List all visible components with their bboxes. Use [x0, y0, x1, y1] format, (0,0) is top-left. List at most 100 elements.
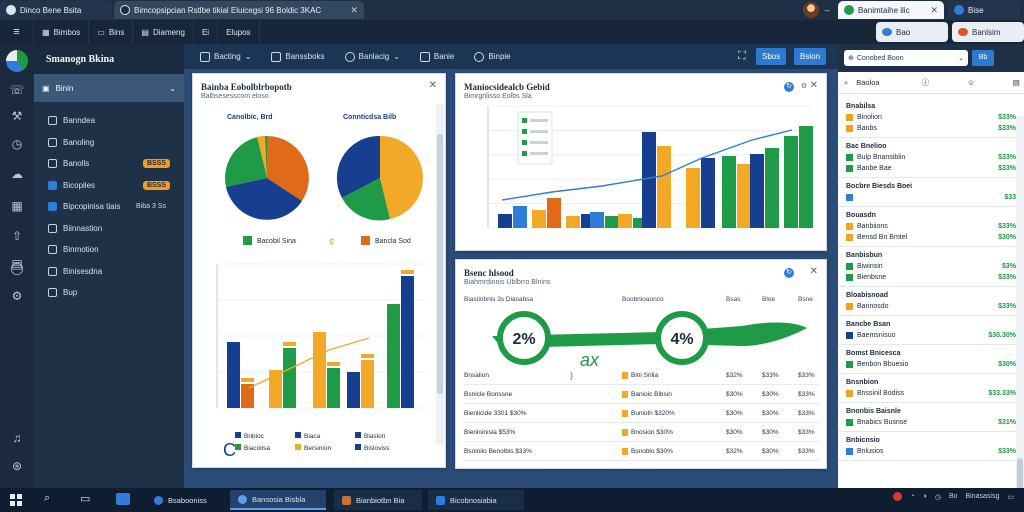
list-item[interactable]: Binolion $33%	[838, 112, 1024, 123]
secondary-button[interactable]: Bsion	[794, 48, 827, 65]
search-input[interactable]: ⊕ Conobed Boon ⌄	[844, 50, 968, 66]
close-tab-icon[interactable]: ✕	[350, 4, 358, 15]
clock-icon[interactable]: ◷	[11, 137, 23, 151]
list-item[interactable]: Bienbsne $33%	[838, 272, 1024, 283]
menu-item-bins[interactable]: ▭ Bins	[89, 20, 134, 44]
search-pill[interactable]: Bao	[876, 22, 948, 42]
taskbar-item-active[interactable]: Bansosia Bisbla	[230, 490, 326, 510]
sidebar-item[interactable]: Bicopiles BSSS	[34, 175, 184, 197]
right-group[interactable]: Bouasdn Banbiions $33% Bensd Bn Bmtel $30%	[838, 207, 1024, 247]
settings-icon[interactable]: ⚙	[11, 289, 23, 303]
arrow-icon[interactable]: ⇧	[11, 229, 23, 243]
browser-tab-active[interactable]: Bimcopsipcian Rstlbe tikial Eluicegsi 96…	[114, 1, 364, 19]
chart-icon[interactable]: ▤	[1012, 78, 1020, 87]
list-item[interactable]: $33	[838, 192, 1024, 203]
toolbar-item-banssboks[interactable]: Banssboks	[263, 47, 332, 67]
right-group[interactable]: Bancbe Bsan Baemsnisuo $30.30%	[838, 316, 1024, 345]
table-row[interactable]: Bienloinisia $53% Bnosion $30% $30% $30% $33…	[464, 423, 820, 442]
close-tab-icon[interactable]: ✕	[930, 4, 938, 15]
sidebar-item[interactable]: Bipcopinisa tiais Biba 3 Ss	[34, 196, 184, 218]
sidebar-item[interactable]: Biinnastion	[34, 218, 184, 240]
list-item[interactable]: Bnlusios $33%	[838, 446, 1024, 457]
right-group[interactable]: Banbisbun Biwinsin $3% Bienbsne $33%	[838, 247, 1024, 287]
profile-avatar[interactable]	[803, 2, 819, 18]
store-icon[interactable]	[116, 493, 130, 505]
bell-icon[interactable]: ♫	[12, 431, 22, 445]
right-group[interactable]: Bac Bnelioo Bulp Bnansiblin $33% Banbe Bae $…	[838, 138, 1024, 178]
tools-icon[interactable]: ⚒	[11, 109, 23, 123]
list-item[interactable]: Benbon Bbuesio $30%	[838, 359, 1024, 370]
app-pill[interactable]: Banlsim	[952, 22, 1024, 42]
sidebar-item[interactable]: Binisesdna	[34, 261, 184, 283]
grid-view-icon[interactable]: ⛶	[738, 50, 746, 62]
right-group[interactable]: Bnonbis Baisnle Bnabics Busnse $31%	[838, 403, 1024, 432]
document-icon[interactable]: ▤	[11, 257, 23, 271]
list-item[interactable]: Banbiions $33%	[838, 221, 1024, 232]
menu-item-ei[interactable]: Ei	[194, 20, 219, 44]
list-item[interactable]: Bannosdo $33%	[838, 301, 1024, 312]
alert-icon[interactable]	[893, 492, 903, 501]
sidebar-item[interactable]: Bup	[34, 282, 184, 304]
table-row[interactable]: Bsoinilo Benolbis $33% Bsnoblo $30% $32% $3…	[464, 442, 820, 461]
list-item[interactable]: Bensd Bn Bmtel $30%	[838, 232, 1024, 243]
list-item[interactable]: Biwinsin $3%	[838, 261, 1024, 272]
sidebar-item[interactable]: Banoling	[34, 132, 184, 154]
toolbar-item-banie[interactable]: Banie	[412, 47, 462, 67]
cloud-icon[interactable]: ☁	[11, 167, 23, 181]
right-group[interactable]: Bloabisnoad Bannosdo $33%	[838, 287, 1024, 316]
search-icon[interactable]: ⌕	[44, 492, 51, 504]
clock-icon[interactable]: ◷	[934, 493, 941, 501]
toolbar-item-banlacig[interactable]: Banlacig ⌄	[337, 47, 408, 67]
refresh-icon[interactable]: ↻	[784, 82, 794, 92]
taskbar-item[interactable]: Bianbiotbn Bia	[334, 490, 422, 510]
toggle-button[interactable]: Bb	[972, 50, 994, 66]
volume-icon[interactable]: ◑	[922, 493, 927, 500]
user-icon[interactable]: ☺	[967, 78, 975, 87]
toolbar-item-bacting[interactable]: Bacting ⌄	[192, 47, 259, 67]
info-icon[interactable]: ⓘ	[921, 78, 930, 87]
list-item[interactable]: Bnssinil Bodiss $33.33%	[838, 388, 1024, 399]
notification-icon[interactable]: ▭	[1007, 493, 1014, 501]
right-group[interactable]: Bnbicnsio Bnlusios $33%	[838, 432, 1024, 461]
toolbar-item-binpie[interactable]: Binpie	[466, 47, 518, 67]
help-circle-icon[interactable]: ⊛	[11, 459, 23, 473]
scrollbar[interactable]	[1016, 116, 1024, 512]
right-group[interactable]: Bnabilsa Binolion $33% Banbs $33%	[838, 98, 1024, 138]
logo-icon[interactable]	[6, 50, 28, 72]
taskbar-item[interactable]: Bsabooniss	[146, 490, 215, 510]
list-item[interactable]: Bulp Bnansiblin $33%	[838, 152, 1024, 163]
table-row[interactable]: Bnsalion Bini Srilia $32% $33% $33%	[464, 366, 820, 385]
right-group[interactable]: Bnsnbion Bnssinil Bodiss $33.33%	[838, 374, 1024, 403]
list-item[interactable]: Bnabics Busnse $31%	[838, 417, 1024, 428]
folder-icon[interactable]: ▭	[80, 493, 91, 505]
sidebar-item[interactable]: Banndea	[34, 110, 184, 132]
sidebar-item[interactable]: Binmotion	[34, 239, 184, 261]
list-item[interactable]: Baemsnisuo $30.30%	[838, 330, 1024, 341]
search-icon[interactable]: ⌕	[844, 77, 849, 87]
menu-item-diameng[interactable]: ▤ Diameng	[133, 20, 194, 44]
table-row[interactable]: Bsnicle Bonssne Banioic Bibsin $30% $30% $33…	[464, 385, 820, 404]
browser-tab-app[interactable]: Dinco Bene Bsita	[0, 1, 112, 19]
list-item[interactable]: Banbs $33%	[838, 123, 1024, 134]
close-icon[interactable]: ✕	[809, 266, 818, 277]
network-icon[interactable]: ◔	[910, 493, 915, 500]
list-item[interactable]: Banbe Bae $33%	[838, 163, 1024, 174]
circle-icon[interactable]: ◯	[10, 261, 24, 275]
scrollbar[interactable]	[436, 104, 444, 444]
phone-icon[interactable]: ☏	[9, 83, 25, 97]
taskbar-item[interactable]: Bicobnosiabia	[428, 490, 524, 510]
calendar-icon[interactable]: ▦	[11, 199, 23, 213]
hamburger-icon[interactable]: ≡	[0, 20, 34, 44]
minimize-icon[interactable]: –	[824, 5, 830, 15]
sidebar-section-header[interactable]: ▣ Binin ⌄	[34, 74, 184, 102]
browser-tab-fourth[interactable]: Bise	[948, 1, 1020, 19]
right-group[interactable]: Bomst Bnicesca Benbon Bbuesio $30%	[838, 345, 1024, 374]
gear-icon[interactable]: ⚙	[800, 83, 808, 90]
table-row[interactable]: Bienlicide 3301 $30% Bunioln $320% $30% $30…	[464, 404, 820, 423]
start-icon[interactable]	[10, 494, 22, 506]
refresh-icon[interactable]: ↻	[784, 268, 794, 278]
menu-item-elupos[interactable]: Elupos	[218, 20, 260, 44]
close-icon[interactable]: ✕	[428, 80, 437, 91]
right-group[interactable]: Bocbre Biesds Boei $33	[838, 178, 1024, 207]
scrollbar-thumb[interactable]	[1017, 458, 1023, 498]
